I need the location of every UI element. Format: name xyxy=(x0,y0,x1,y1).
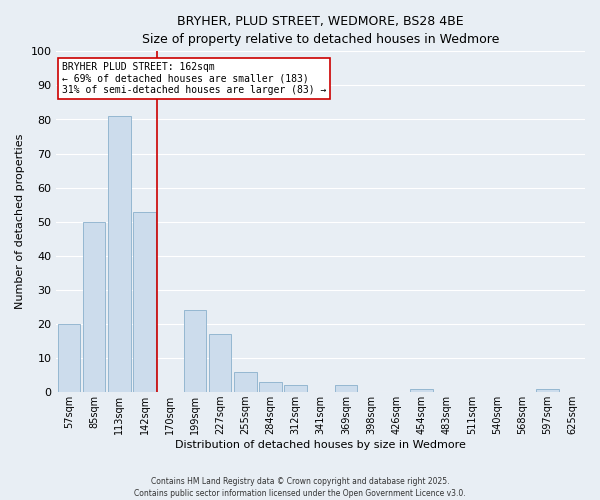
Bar xyxy=(184,310,206,392)
Bar xyxy=(133,212,156,392)
Bar xyxy=(83,222,106,392)
Bar xyxy=(410,389,433,392)
Bar xyxy=(335,386,357,392)
Bar xyxy=(58,324,80,392)
Bar xyxy=(259,382,281,392)
Bar xyxy=(209,334,232,392)
Title: BRYHER, PLUD STREET, WEDMORE, BS28 4BE
Size of property relative to detached hou: BRYHER, PLUD STREET, WEDMORE, BS28 4BE S… xyxy=(142,15,499,46)
Bar xyxy=(284,386,307,392)
Text: BRYHER PLUD STREET: 162sqm
← 69% of detached houses are smaller (183)
31% of sem: BRYHER PLUD STREET: 162sqm ← 69% of deta… xyxy=(62,62,326,95)
Bar xyxy=(108,116,131,392)
Y-axis label: Number of detached properties: Number of detached properties xyxy=(15,134,25,310)
Bar xyxy=(536,389,559,392)
Bar xyxy=(234,372,257,392)
Text: Contains HM Land Registry data © Crown copyright and database right 2025.
Contai: Contains HM Land Registry data © Crown c… xyxy=(134,476,466,498)
X-axis label: Distribution of detached houses by size in Wedmore: Distribution of detached houses by size … xyxy=(175,440,466,450)
